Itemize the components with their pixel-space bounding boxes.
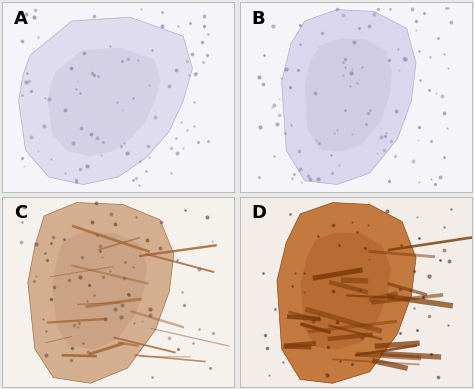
Polygon shape [28,203,174,383]
Polygon shape [301,232,391,350]
Polygon shape [18,17,192,184]
Text: A: A [14,10,28,28]
Polygon shape [48,47,161,156]
Polygon shape [305,38,392,152]
Polygon shape [52,232,147,349]
Polygon shape [277,203,416,383]
Text: D: D [252,205,266,223]
Polygon shape [282,10,416,184]
Text: B: B [252,10,265,28]
Text: C: C [14,205,27,223]
